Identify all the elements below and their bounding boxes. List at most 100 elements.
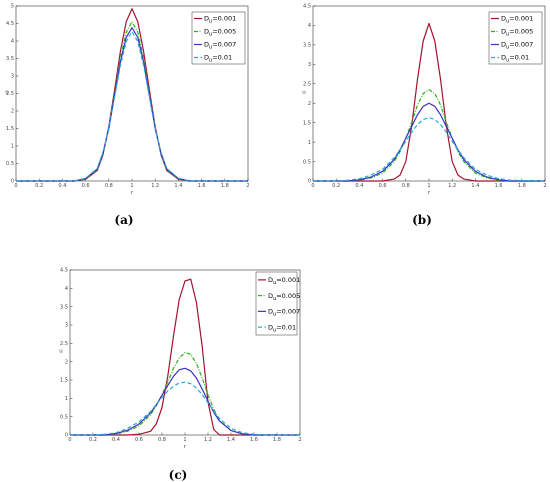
y-tick-label: 3.5 xyxy=(6,56,14,62)
y-tick-label: 0.5 xyxy=(60,414,68,420)
x-tick-label: 1.2 xyxy=(151,183,159,189)
y-tick-label: 4.5 xyxy=(60,268,68,274)
x-axis-label: r xyxy=(131,190,134,196)
x-tick-label: 1.6 xyxy=(198,183,206,189)
panel-caption: (c) xyxy=(169,468,188,482)
legend-label-subscript: u xyxy=(506,19,509,25)
x-tick-label: 0 xyxy=(14,183,17,189)
y-tick-label: 0 xyxy=(11,179,14,185)
legend-label: Du=0.005 xyxy=(204,28,236,38)
x-tick-label: 0.8 xyxy=(158,437,166,443)
chart-panel-b: 0 0.2 0.4 0.6 0.8 1 1.2 1.4 1.6 1.8 2 0 0.5 1 1.5 2 2.5 3… xyxy=(302,4,546,227)
legend-label-base: D xyxy=(268,323,273,331)
y-tick-label: 5 xyxy=(11,4,14,10)
series-line xyxy=(16,30,248,182)
series-line xyxy=(313,89,545,182)
x-axis-label: r xyxy=(184,444,187,450)
legend-label-base: D xyxy=(501,28,506,36)
y-tick-label: 0.5 xyxy=(303,159,311,165)
legend-label-base: D xyxy=(204,15,209,23)
series-line xyxy=(313,102,545,182)
x-tick-label: 1 xyxy=(183,437,186,443)
legend-label-base: D xyxy=(204,54,209,62)
legend-label-subscript: u xyxy=(506,32,509,38)
x-tick-label: 0.4 xyxy=(355,183,363,189)
legend-label-value: =0.01 xyxy=(509,54,529,62)
legend-box xyxy=(488,11,543,65)
legend-label-subscript: u xyxy=(209,58,212,64)
y-tick-label: 1.5 xyxy=(60,378,68,384)
x-tick-label: 1.8 xyxy=(221,183,229,189)
chart-panel-c: 0 0.2 0.4 0.6 0.8 1 1.2 1.4 1.6 1.8 2 0 0.5 1 1.5 2 2.5 3… xyxy=(59,268,301,482)
legend-label-subscript: u xyxy=(273,327,276,333)
legend-label: Du=0.007 xyxy=(501,41,533,51)
x-tick-label: 0.8 xyxy=(105,183,113,189)
x-tick-label: 1.2 xyxy=(448,183,456,189)
legend-label-value: =0.007 xyxy=(212,41,236,49)
y-tick-label: 3.5 xyxy=(60,304,68,310)
y-tick-label: 2.5 xyxy=(303,81,311,87)
x-tick-label: 0.6 xyxy=(135,437,143,443)
y-tick-label: 1 xyxy=(308,140,311,146)
legend-label-value: =0.001 xyxy=(509,15,533,23)
legend-label-value: =0.007 xyxy=(509,41,533,49)
legend-label-subscript: u xyxy=(209,19,212,25)
legend-label-base: D xyxy=(268,308,273,316)
legend-label: Du=0.007 xyxy=(204,41,236,51)
y-tick-label: 4.5 xyxy=(303,4,311,10)
legend-label-value: =0.001 xyxy=(212,15,236,23)
x-tick-label: 1.4 xyxy=(174,183,182,189)
x-tick-label: 1 xyxy=(130,183,133,189)
x-tick-label: 0.6 xyxy=(379,183,387,189)
legend-label-subscript: u xyxy=(273,296,276,302)
panel-caption: (b) xyxy=(412,213,432,227)
legend-label-base: D xyxy=(268,276,273,284)
series-line xyxy=(70,367,300,436)
legend-box xyxy=(255,271,298,336)
y-tick-label: 2 xyxy=(65,359,68,365)
legend-label-subscript: u xyxy=(273,312,276,318)
legend-label-subscript: u xyxy=(506,58,509,64)
x-tick-label: 0.4 xyxy=(58,183,66,189)
legend-label-base: D xyxy=(204,28,209,36)
x-tick-label: 0.6 xyxy=(82,183,90,189)
y-tick-label: 1 xyxy=(11,144,14,150)
x-tick-label: 2 xyxy=(246,183,249,189)
series-line xyxy=(70,351,300,436)
legend-label-value: =0.007 xyxy=(276,308,300,316)
x-tick-label: 0.2 xyxy=(332,183,340,189)
x-tick-label: 1.8 xyxy=(273,437,281,443)
y-tick-label: 2 xyxy=(11,109,14,115)
legend-label-base: D xyxy=(268,292,273,300)
y-tick-label: 0 xyxy=(65,433,68,439)
legend-label: Du=0.001 xyxy=(268,276,300,286)
y-tick-label: 4.5 xyxy=(6,21,14,27)
y-tick-label: 4 xyxy=(65,286,68,292)
y-tick-label: 2.5 xyxy=(6,91,14,97)
chart-panel-a: 0 0.2 0.4 0.6 0.8 1 1.2 1.4 1.6 1.8 2 0 0.5 1 1.5 2 2.5 3… xyxy=(5,4,249,227)
legend-label: Du=0.01 xyxy=(268,323,296,333)
legend-label-subscript: u xyxy=(273,280,276,286)
legend-label: Du=0.001 xyxy=(204,15,236,25)
x-tick-label: 0.8 xyxy=(402,183,410,189)
legend-label-subscript: u xyxy=(209,45,212,51)
y-tick-label: 2 xyxy=(308,101,311,107)
x-tick-label: 1.8 xyxy=(518,183,526,189)
x-tick-label: 0.2 xyxy=(35,183,43,189)
legend-label-base: D xyxy=(501,54,506,62)
legend-label-base: D xyxy=(204,41,209,49)
legend-label: Du=0.01 xyxy=(204,54,232,64)
y-axis-label: u xyxy=(59,349,63,355)
x-tick-label: 0.4 xyxy=(112,437,120,443)
legend-label: Du=0.007 xyxy=(268,308,300,318)
legend-label-base: D xyxy=(501,41,506,49)
x-axis-label: r xyxy=(428,190,431,196)
legend-box xyxy=(191,11,246,65)
legend-label-base: D xyxy=(501,15,506,23)
y-tick-label: 3 xyxy=(308,62,311,68)
series-line xyxy=(70,278,300,436)
y-tick-label: 2.5 xyxy=(60,341,68,347)
y-tick-label: 3 xyxy=(65,323,68,329)
legend-label-value: =0.01 xyxy=(276,323,296,331)
y-tick-label: 4 xyxy=(308,23,311,29)
